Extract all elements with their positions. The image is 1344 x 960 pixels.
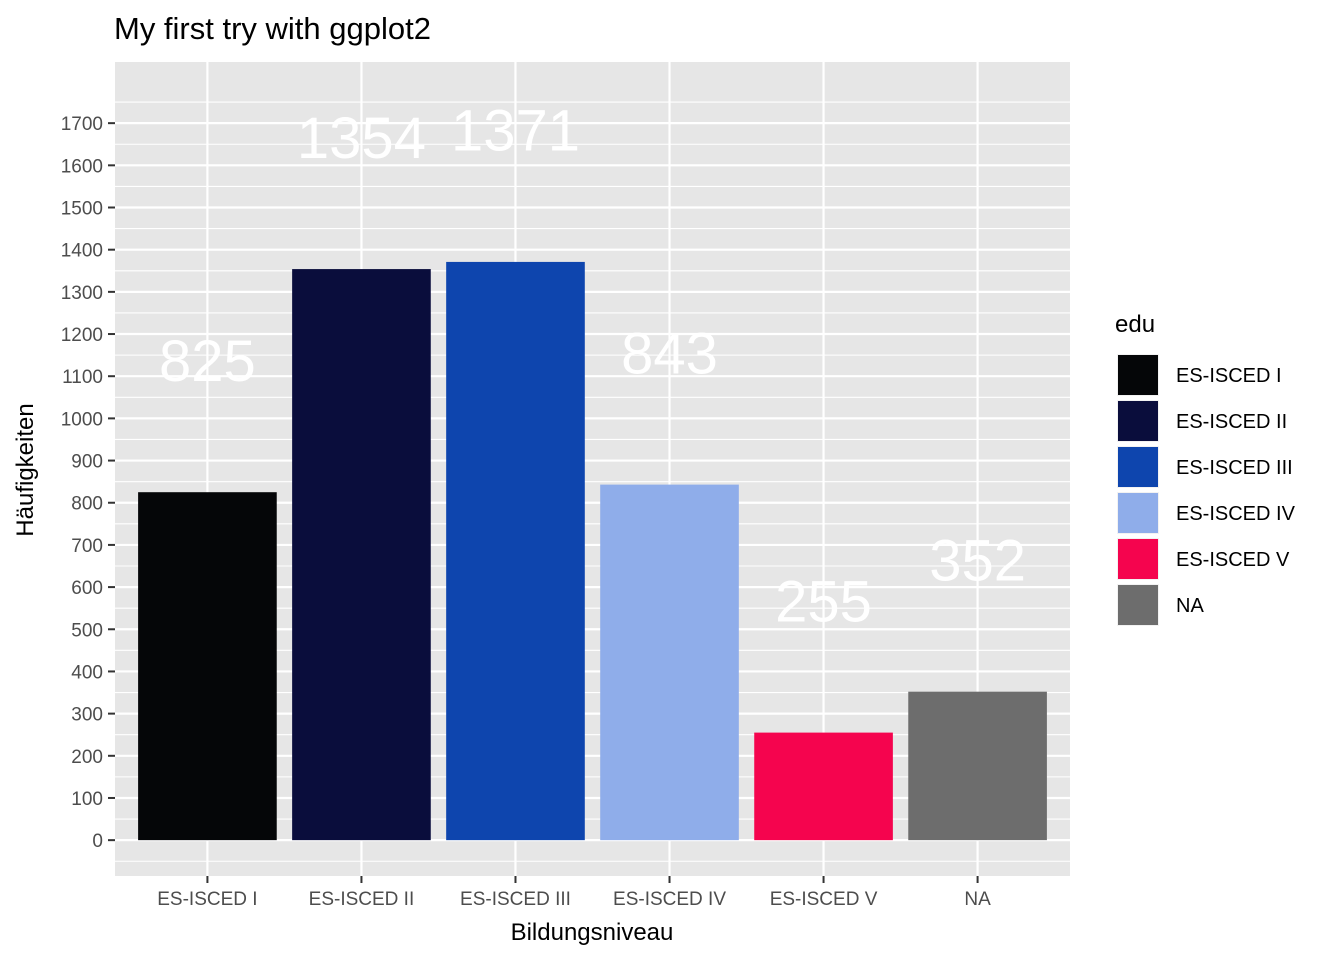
y-tick-label: 1100 <box>62 367 103 388</box>
legend-key-swatch <box>1118 585 1158 625</box>
y-tick-label: 200 <box>71 747 103 768</box>
bar-es-isced-v <box>754 732 893 841</box>
y-tick-label: 1400 <box>61 241 103 262</box>
y-tick-label: 1300 <box>61 283 103 304</box>
y-tick-label: 900 <box>71 452 103 473</box>
legend-label: ES-ISCED IV <box>1176 503 1296 525</box>
y-tick-label: 700 <box>71 536 103 557</box>
legend-label: ES-ISCED V <box>1176 549 1290 571</box>
bar-es-isced-ii <box>292 269 431 841</box>
y-tick-label: 300 <box>71 705 103 726</box>
y-tick-label: 400 <box>71 662 103 683</box>
y-tick-label: 1200 <box>61 325 103 346</box>
data-label: 255 <box>775 569 872 634</box>
legend-label: ES-ISCED I <box>1176 365 1282 387</box>
legend-title: edu <box>1115 311 1155 338</box>
data-label: 1354 <box>297 106 426 171</box>
y-tick-label: 1500 <box>61 199 103 220</box>
bars <box>138 261 1047 841</box>
x-tick-label: ES-ISCED II <box>309 889 415 910</box>
y-tick-label: 1600 <box>61 156 103 177</box>
legend: edu ES-ISCED I ES-ISCED II ES-ISCED III ES-… <box>1115 311 1296 626</box>
legend-key-swatch <box>1118 493 1158 533</box>
x-tick-label: NA <box>964 889 991 910</box>
bar-es-isced-iii <box>446 261 585 841</box>
y-tick-label: 600 <box>71 578 103 599</box>
x-tick-label: ES-ISCED IV <box>613 889 726 910</box>
y-axis: 0 100 200 300 400 500 600 700 800 900 1000 1100 1200… <box>61 114 115 852</box>
legend-key-swatch <box>1118 539 1158 579</box>
y-tick-label: 1700 <box>61 114 103 135</box>
bar-es-isced-i <box>138 492 277 841</box>
x-axis: ES-ISCED I ES-ISCED II ES-ISCED III ES-ISCE… <box>157 876 991 910</box>
data-label: 1371 <box>451 99 580 164</box>
bar-na <box>908 691 1047 841</box>
legend-key-swatch <box>1118 447 1158 487</box>
chart-title: My first try with ggplot2 <box>114 11 431 46</box>
x-axis-title: Bildungsniveau <box>511 919 674 946</box>
y-tick-label: 1000 <box>61 409 103 430</box>
data-label: 825 <box>159 329 256 394</box>
data-label: 843 <box>621 321 718 386</box>
y-axis-title: Häufigkeiten <box>12 403 39 536</box>
x-tick-label: ES-ISCED V <box>770 889 878 910</box>
y-tick-label: 800 <box>71 494 103 515</box>
x-tick-label: ES-ISCED III <box>460 889 571 910</box>
legend-label: ES-ISCED III <box>1176 457 1293 479</box>
y-tick-label: 500 <box>71 620 103 641</box>
legend-key-swatch <box>1118 401 1158 441</box>
y-tick-label: 100 <box>71 789 103 810</box>
bar-es-isced-iv <box>600 484 739 841</box>
data-labels: 825 1354 1371 843 255 352 <box>159 99 1026 635</box>
legend-label: ES-ISCED II <box>1176 411 1287 433</box>
legend-key-swatch <box>1118 355 1158 395</box>
y-tick-label: 0 <box>92 831 103 852</box>
x-tick-label: ES-ISCED I <box>157 889 257 910</box>
legend-label: NA <box>1176 595 1204 617</box>
data-label: 352 <box>929 528 1026 593</box>
